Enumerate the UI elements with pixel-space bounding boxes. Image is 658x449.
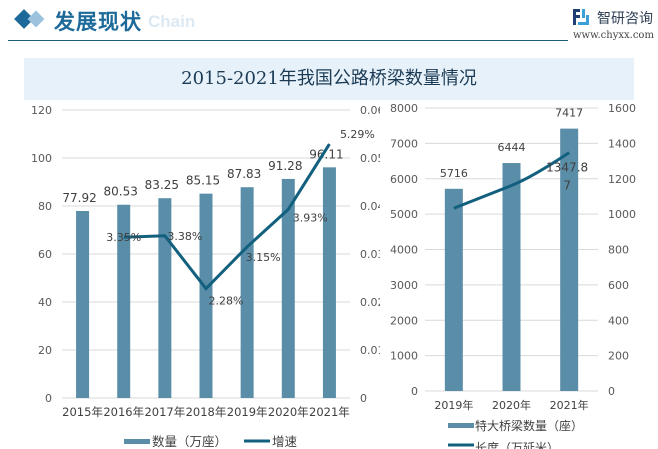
right-axis-tick: 0 bbox=[608, 385, 615, 398]
line-value-label: 2.28% bbox=[209, 295, 244, 308]
bar-value-label: 80.53 bbox=[104, 185, 138, 199]
diamond-icon-secondary bbox=[27, 10, 45, 28]
bar bbox=[158, 198, 172, 398]
legend-line-label: 增速 bbox=[272, 434, 298, 449]
bar bbox=[502, 163, 521, 391]
left-axis-tick: 60 bbox=[38, 248, 52, 261]
x-axis-label: 2021年 bbox=[309, 405, 350, 419]
brand-logo-icon bbox=[573, 9, 589, 25]
right-axis-tick: 1400 bbox=[608, 137, 636, 150]
left-axis-tick: 120 bbox=[31, 104, 52, 117]
left-axis-tick: 100 bbox=[31, 152, 52, 165]
section-title: 发展现状 bbox=[54, 9, 142, 34]
line-value-label: 3.15% bbox=[246, 251, 281, 264]
mega-bridge-chart: 0 1000 2000 3000 4000 5000 6000 7000 8000 0 200 400… bbox=[390, 102, 636, 449]
bar-value-label: 96.11 bbox=[309, 147, 343, 161]
page-header: Chain 发展现状 智研咨询 www.chyxx.com bbox=[0, 0, 658, 44]
bar bbox=[281, 178, 295, 398]
line-value-label: 5.29% bbox=[340, 128, 375, 141]
length-line bbox=[453, 151, 570, 210]
bar bbox=[322, 167, 336, 398]
left-axis-tick: 6000 bbox=[390, 173, 418, 186]
right-axis-tick: 800 bbox=[608, 244, 629, 257]
bar bbox=[117, 204, 131, 398]
watermark-text: Chain bbox=[148, 12, 196, 31]
bar-value-label: 77.92 bbox=[62, 191, 96, 205]
left-axis-tick: 2000 bbox=[390, 314, 418, 327]
left-axis-tick: 40 bbox=[38, 296, 52, 309]
bar-value-label: 7417 bbox=[555, 107, 583, 120]
bar-value-label: 6444 bbox=[498, 141, 526, 154]
x-axis-label: 2021年 bbox=[550, 398, 589, 412]
bridge-count-chart: 0 20 40 60 80 100 120 0 0.01 0.02 0.03 0.04 0.05 0.06… bbox=[31, 104, 380, 449]
right-axis-tick: 400 bbox=[608, 314, 629, 327]
left-axis-tick: 20 bbox=[38, 344, 52, 357]
legend-bar-label: 数量（万座） bbox=[152, 434, 227, 449]
x-axis-label: 2017年 bbox=[144, 405, 185, 419]
left-axis-tick: 1000 bbox=[390, 350, 418, 363]
bar bbox=[240, 187, 254, 398]
left-axis-tick: 80 bbox=[38, 200, 52, 213]
x-axis-label: 2016年 bbox=[103, 405, 144, 419]
right-axis-tick: 1000 bbox=[608, 208, 636, 221]
bar bbox=[76, 210, 90, 398]
right-axis-tick: 0.03 bbox=[360, 248, 380, 261]
right-axis-tick: 0.06 bbox=[360, 104, 380, 117]
left-axis-tick: 5000 bbox=[390, 208, 418, 221]
bar-value-label: 83.25 bbox=[145, 178, 179, 192]
legend-bar-swatch bbox=[448, 423, 474, 428]
left-axis-tick: 4000 bbox=[390, 244, 418, 257]
left-axis-tick: 0 bbox=[45, 392, 52, 405]
line-value-label: 3.93% bbox=[293, 211, 328, 224]
legend-bar-swatch bbox=[124, 439, 150, 444]
right-axis-tick: 200 bbox=[608, 350, 629, 363]
x-axis-label: 2015年 bbox=[62, 405, 103, 419]
legend-line-label: 长度（万延米） bbox=[475, 440, 559, 449]
x-axis-label: 2019年 bbox=[434, 398, 473, 412]
right-axis-tick: 1600 bbox=[608, 102, 636, 115]
chart-title-band: 2015-2021年我国公路桥梁数量情况 bbox=[24, 58, 634, 100]
header-divider bbox=[8, 40, 568, 41]
line-value-label: 3.35% bbox=[106, 231, 141, 244]
growth-line bbox=[123, 143, 331, 291]
line-value-label: 1347.8 bbox=[546, 161, 588, 175]
x-axis-label: 2018年 bbox=[186, 405, 227, 419]
left-axis-tick: 7000 bbox=[390, 137, 418, 150]
right-axis-tick: 0.04 bbox=[360, 200, 380, 213]
right-axis-tick: 0.01 bbox=[360, 344, 380, 357]
right-axis-tick: 600 bbox=[608, 279, 629, 292]
brand-name: 智研咨询 bbox=[597, 11, 653, 27]
brand-url: www.chyxx.com bbox=[573, 30, 654, 41]
chart-title: 2015-2021年我国公路桥梁数量情况 bbox=[181, 68, 477, 89]
right-axis-tick: 1200 bbox=[608, 173, 636, 186]
x-axis-label: 2020年 bbox=[268, 405, 309, 419]
left-axis-tick: 0 bbox=[411, 385, 418, 398]
line-value-label: 3.38% bbox=[167, 230, 202, 243]
right-axis-tick: 0.05 bbox=[360, 152, 380, 165]
line-value-label-wrap: 7 bbox=[563, 179, 571, 193]
left-axis-tick: 3000 bbox=[390, 279, 418, 292]
bar-value-label: 91.28 bbox=[268, 159, 302, 173]
bar bbox=[444, 188, 463, 391]
bar-value-label: 87.83 bbox=[227, 167, 261, 181]
bar-value-label: 5716 bbox=[440, 167, 468, 180]
right-axis-tick: 0.02 bbox=[360, 296, 380, 309]
bar bbox=[560, 128, 579, 391]
x-axis-label: 2020年 bbox=[492, 398, 531, 412]
bar-value-label: 85.15 bbox=[186, 174, 220, 188]
left-axis-tick: 8000 bbox=[390, 102, 418, 115]
right-axis-tick: 0 bbox=[360, 392, 367, 405]
bar bbox=[199, 193, 213, 398]
x-axis-label: 2019年 bbox=[227, 405, 268, 419]
legend-bar-label: 特大桥梁数量（座） bbox=[475, 418, 583, 433]
